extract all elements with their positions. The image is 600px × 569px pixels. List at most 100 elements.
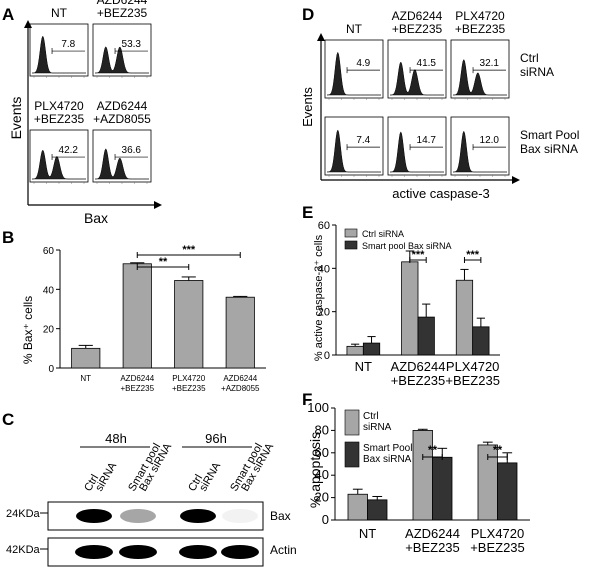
chart-e-bar-0-1 [362,342,381,356]
panel-letter-d: D [302,5,314,24]
hist-d-column-1-line-0: AZD6244 [392,9,443,23]
blot-c-actin-band-0 [75,545,113,559]
chart-b-bar-0-0 [71,347,101,369]
hist-a-0-title-line-0: NT [51,6,68,20]
blot-c-label-bax: Bax [270,509,291,523]
chart-b-bar-2-0 [174,280,204,369]
chart-f-ytick-label: 60 [315,445,329,460]
chart-e-ytick-label: 60 [318,220,330,232]
blot-c-bax-band-0 [76,509,112,523]
panel-letter-f: F [302,390,312,409]
chart-f-bar-0-0 [347,493,368,521]
chart-b-category-2-line-0: PLX4720 [172,374,205,383]
chart-f-sig-label-1: ** [493,443,503,457]
chart-e-legend-swatch-0 [344,228,358,238]
chart-e-category-2-line-1: +BEZ235 [445,373,500,388]
hist-d-column-2-line-1: +BEZ235 [455,22,506,36]
panel-letter-b: B [2,228,14,247]
chart-e-sig-label-1: *** [466,249,480,261]
chart-b-category-3-line-0: AZD6244 [223,374,257,383]
panel-a-x-arrowhead [154,201,162,209]
chart-f-ytick-label: 80 [315,422,329,437]
blot-c-bax-band-2 [180,509,216,523]
hist-d-1-2-value: 12.0 [480,135,500,146]
hist-d-0-1-value: 41.5 [417,58,437,69]
hist-d-1-2-peak [453,130,507,173]
chart-e-bar-1-1 [417,316,435,356]
hist-a-3-title-line-0: AZD6244 [97,99,148,113]
hist-a-2-peak [32,149,86,180]
chart-f-ytick-label: 20 [315,490,329,505]
hist-a-0-peak [32,35,86,74]
chart-f-bar-1-1 [432,456,453,521]
hist-d-1-0-peak [326,129,381,173]
hist-a-1-title-line-0: AZD6244 [97,0,148,7]
hist-a-0-value: 7.8 [61,39,75,50]
chart-f-sig-label-0: ** [428,443,438,457]
chart-e-ytick-label: 0 [324,350,330,362]
chart-b-category-1-line-0: AZD6244 [120,374,154,383]
hist-d-row-0-label-line-0: Ctrl [520,51,539,65]
panel-d-xlabel: active caspase-3 [392,186,490,201]
panel-a-xlabel: Bax [84,210,108,226]
chart-b-bar-3-0 [225,296,255,369]
hist-d-column-1-line-1: +BEZ235 [392,22,443,36]
hist-d-row-1-label-line-0: Smart Pool [520,128,579,142]
chart-f-bar-2-1 [497,462,518,521]
blot-c-actin-band-3 [221,545,259,559]
chart-f-legend-label-1-line-0: Smart Pool [363,443,412,454]
chart-e-bar-1-0 [401,261,419,356]
chart-f-legend-swatch-1 [344,441,360,468]
panel-letter-c: C [2,410,14,429]
blot-c-bax-band-1 [120,509,156,523]
panel-d-x-arrowhead [512,176,520,184]
chart-e-bar-2-0 [455,279,474,356]
hist-d-0-1-peak [390,61,444,96]
chart-e-ytick-label: 20 [318,307,330,319]
hist-a-1-peak [95,46,149,74]
hist-d-1-1-value: 14.7 [417,135,437,146]
chart-f-category-2-line-1: +BEZ235 [470,540,525,555]
panel-a-ylabel: Events [8,97,24,140]
hist-a-3-peak [95,148,149,180]
blot-c-marker-42kda: 42KDa [6,544,41,556]
hist-a-1-title-line-1: +BEZ235 [97,6,148,20]
blot-c-bax-band-3 [222,509,258,523]
chart-e-legend-label-0: Ctrl siRNA [362,229,404,239]
chart-b-sig-label-1: *** [182,244,196,256]
chart-f-ytick-label: 0 [322,512,329,527]
panel-e-ylabel: % active caspase-3⁺ cells [313,234,325,361]
panel-letter-e: E [302,203,313,222]
chart-b-sig-label-0: ** [159,256,168,268]
hist-d-row-1-label-line-1: Bax siRNA [520,142,578,156]
chart-f-ytick-label: 40 [315,467,329,482]
chart-b-category-3-line-1: +AZD8055 [221,384,260,393]
panel-b-ylabel: % Bax⁺ cells [21,296,35,364]
chart-b-bar-1-0 [122,263,152,369]
hist-a-2-title-line-0: PLX4720 [34,99,84,113]
chart-f-legend-label-1-line-1: Bax siRNA [363,454,412,465]
hist-a-3-title-line-1: +AZD8055 [93,112,151,126]
blot-c-actin-band-2 [179,545,217,559]
chart-b-ytick-label: 0 [48,364,54,375]
hist-d-1-0-value: 7.4 [356,135,370,146]
chart-f-bar-0-1 [367,499,388,521]
chart-e-category-1-line-0: AZD6244 [391,359,446,374]
blot-c-actin-band-1 [119,545,157,559]
hist-d-0-0-value: 4.9 [356,58,370,69]
hist-d-0-2-peak [453,58,507,96]
hist-a-3-value: 36.6 [122,145,142,156]
hist-d-1-1-peak [390,131,444,173]
blot-c-time-96h: 96h [205,431,227,446]
hist-a-1-value: 53.3 [122,39,142,50]
blot-c-marker-24kda: 24KDa [6,508,41,520]
blot-c-time-48h: 48h [105,431,127,446]
chart-e-legend-swatch-1 [344,240,358,250]
chart-e-sig-label-0: *** [412,249,426,261]
hist-d-column-0-line-0: NT [346,22,363,36]
hist-d-0-0-peak [326,51,381,96]
chart-e-category-1-line-1: +BEZ235 [391,373,446,388]
chart-e-ytick-label: 40 [318,263,330,275]
chart-f-category-1-line-1: +BEZ235 [405,540,460,555]
